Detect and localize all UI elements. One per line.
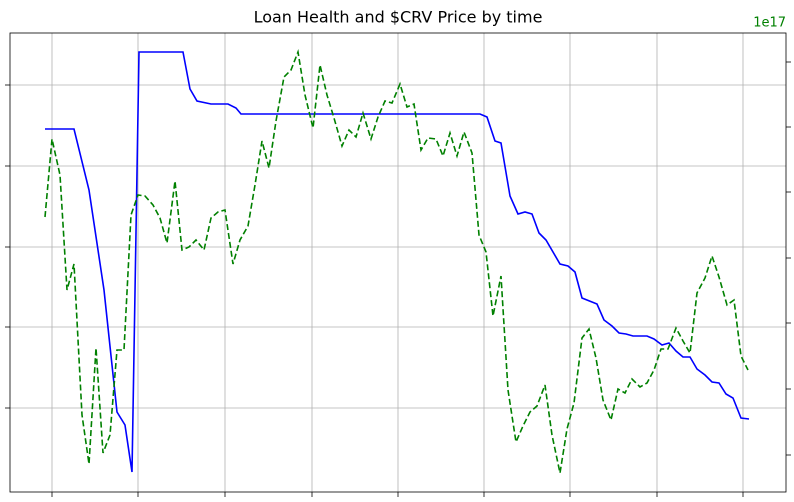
- plot-frame: [9, 32, 787, 493]
- data-line: [45, 51, 750, 473]
- data-line: [44, 48, 749, 474]
- chart-title: Loan Health and $CRV Price by time: [254, 8, 543, 27]
- y2-offset-text: 1e17: [753, 16, 786, 31]
